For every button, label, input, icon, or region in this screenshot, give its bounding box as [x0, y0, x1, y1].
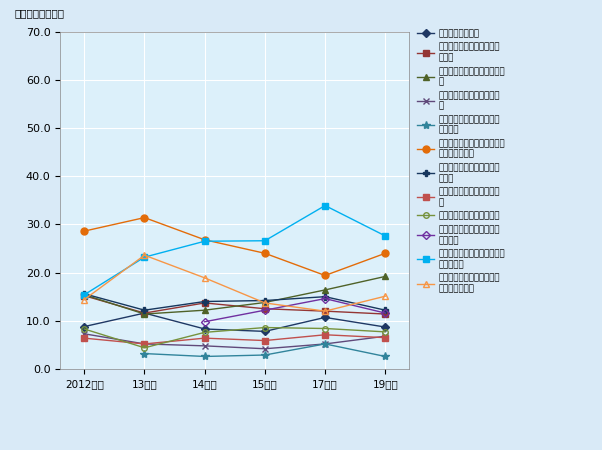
- 税制・税務手続きの煩雑さ: [321, 326, 329, 331]
- Line: 税制・税務手続きの煩雑さ: 税制・税務手続きの煩雑さ: [81, 325, 388, 351]
- Line: 法制度が未整備、運用に問
題あり: 法制度が未整備、運用に問 題あり: [81, 290, 389, 314]
- Line: 行政手続きの煩雑さ（許認
可など）: 行政手続きの煩雑さ（許認 可など）: [202, 296, 388, 324]
- 為替リスクが高い: [261, 328, 268, 334]
- 関連産業が集積・発展して
いない: [201, 300, 208, 306]
- Line: 政情リスクや社会情勢・治安
に問題あり: 政情リスクや社会情勢・治安 に問題あり: [81, 202, 389, 298]
- Line: インフラ（電力、運輸、通信
など）が未整備: インフラ（電力、運輸、通信 など）が未整備: [81, 214, 389, 279]
- 関連産業が集積・発展して
いない: [141, 310, 148, 316]
- 政情リスクや社会情勢・治安
に問題あり: [141, 254, 148, 260]
- Line: 労働力の不足・適切な人材
の採用難: 労働力の不足・適切な人材 の採用難: [140, 340, 389, 360]
- 労働力の不足・適切な人材
の採用難: [321, 341, 329, 346]
- インフラ（電力、運輸、通信
など）が未整備: [141, 215, 148, 220]
- Line: 知的財産権の保護に問題あ
り: 知的財産権の保護に問題あ り: [81, 332, 388, 347]
- 代金回収上のリスク・問題あ
り: [201, 307, 208, 313]
- Legend: 為替リスクが高い, 関連産業が集積・発展して
いない, 代金回収上のリスク・問題あ
り, 人件費が高い、上昇してい
る, 労働力の不足・適切な人材
の採用難, : 為替リスクが高い, 関連産業が集積・発展して いない, 代金回収上のリスク・問題…: [417, 29, 505, 293]
- 為替リスクが高い: [141, 310, 148, 316]
- 関連産業が集積・発展して
いない: [382, 311, 389, 317]
- 為替リスクが高い: [382, 324, 389, 330]
- インフラ（電力、運輸、通信
など）が未整備: [382, 251, 389, 256]
- 行政手続きの煩雑さ（許認
可など）: [261, 307, 268, 313]
- 法制度が未整備、運用に問
題あり: [81, 291, 88, 297]
- 知的財産権の保護に問題あ
り: [261, 338, 268, 343]
- 法制度が未整備、運用に問
題あり: [321, 294, 329, 299]
- 行政手続きの煩雑さ（許認
可など）: [201, 319, 208, 324]
- 為替リスクが高い: [81, 324, 88, 329]
- Line: 人件費が高い、上昇してい
る: 人件費が高い、上昇してい る: [81, 330, 389, 352]
- 行政手続きの煩雑さ（許認
可など）: [321, 296, 329, 302]
- 自然災害リスクまたは環境
汚染に問題あり: [261, 300, 268, 306]
- 税制・税務手続きの煩雑さ: [81, 326, 88, 332]
- インフラ（電力、運輸、通信
など）が未整備: [321, 273, 329, 278]
- 自然災害リスクまたは環境
汚染に問題あり: [382, 293, 389, 299]
- インフラ（電力、運輸、通信
など）が未整備: [261, 251, 268, 256]
- Line: 関連産業が集積・発展して
いない: 関連産業が集積・発展して いない: [81, 293, 388, 317]
- 税制・税務手続きの煩雑さ: [261, 325, 268, 330]
- 労働力の不足・適切な人材
の採用難: [141, 351, 148, 356]
- 政情リスクや社会情勢・治安
に問題あり: [321, 203, 329, 208]
- 代金回収上のリスク・問題あ
り: [382, 274, 389, 279]
- 政情リスクや社会情勢・治安
に問題あり: [261, 238, 268, 243]
- 人件費が高い、上昇してい
る: [201, 343, 208, 349]
- 関連産業が集積・発展して
いない: [81, 293, 88, 298]
- 行政手続きの煩雑さ（許認
可など）: [382, 310, 389, 316]
- Line: 自然災害リスクまたは環境
汚染に問題あり: 自然災害リスクまたは環境 汚染に問題あり: [81, 252, 389, 315]
- インフラ（電力、運輸、通信
など）が未整備: [201, 237, 208, 243]
- Text: （複数回答、％）: （複数回答、％）: [15, 8, 65, 18]
- 労働力の不足・適切な人材
の採用難: [261, 352, 268, 358]
- Line: 代金回収上のリスク・問題あ
り: 代金回収上のリスク・問題あ り: [81, 273, 389, 318]
- インフラ（電力、運輸、通信
など）が未整備: [81, 229, 88, 234]
- 政情リスクや社会情勢・治安
に問題あり: [81, 292, 88, 297]
- 為替リスクが高い: [201, 326, 208, 332]
- 自然災害リスクまたは環境
汚染に問題あり: [141, 252, 148, 258]
- 人件費が高い、上昇してい
る: [81, 331, 88, 337]
- 法制度が未整備、運用に問
題あり: [261, 298, 268, 303]
- 人件費が高い、上昇してい
る: [261, 346, 268, 351]
- 知的財産権の保護に問題あ
り: [321, 332, 329, 338]
- 代金回収上のリスク・問題あ
り: [321, 287, 329, 292]
- 為替リスクが高い: [321, 315, 329, 320]
- 知的財産権の保護に問題あ
り: [382, 335, 389, 340]
- 法制度が未整備、運用に問
題あり: [201, 299, 208, 304]
- 法制度が未整備、運用に問
題あり: [141, 307, 148, 313]
- 税制・税務手続きの煩雑さ: [141, 345, 148, 351]
- 法制度が未整備、運用に問
題あり: [382, 307, 389, 313]
- 代金回収上のリスク・問題あ
り: [81, 292, 88, 297]
- 知的財産権の保護に問題あ
り: [141, 341, 148, 346]
- 自然災害リスクまたは環境
汚染に問題あり: [81, 297, 88, 302]
- 労働力の不足・適切な人材
の採用難: [382, 354, 389, 359]
- 労働力の不足・適切な人材
の採用難: [201, 354, 208, 359]
- 自然災害リスクまたは環境
汚染に問題あり: [201, 275, 208, 281]
- 関連産業が集積・発展して
いない: [261, 306, 268, 311]
- Line: 為替リスクが高い: 為替リスクが高い: [81, 310, 388, 334]
- 政情リスクや社会情勢・治安
に問題あり: [382, 233, 389, 238]
- 政情リスクや社会情勢・治安
に問題あり: [201, 238, 208, 244]
- 自然災害リスクまたは環境
汚染に問題あり: [321, 308, 329, 314]
- 税制・税務手続きの煩雑さ: [382, 329, 389, 334]
- 知的財産権の保護に問題あ
り: [81, 335, 88, 341]
- 代金回収上のリスク・問題あ
り: [141, 311, 148, 317]
- 関連産業が集積・発展して
いない: [321, 308, 329, 314]
- 人件費が高い、上昇してい
る: [141, 341, 148, 346]
- 人件費が高い、上昇してい
る: [382, 333, 389, 339]
- 人件費が高い、上昇してい
る: [321, 341, 329, 346]
- 代金回収上のリスク・問題あ
り: [261, 300, 268, 305]
- 税制・税務手続きの煩雑さ: [201, 330, 208, 335]
- 知的財産権の保護に問題あ
り: [201, 335, 208, 341]
